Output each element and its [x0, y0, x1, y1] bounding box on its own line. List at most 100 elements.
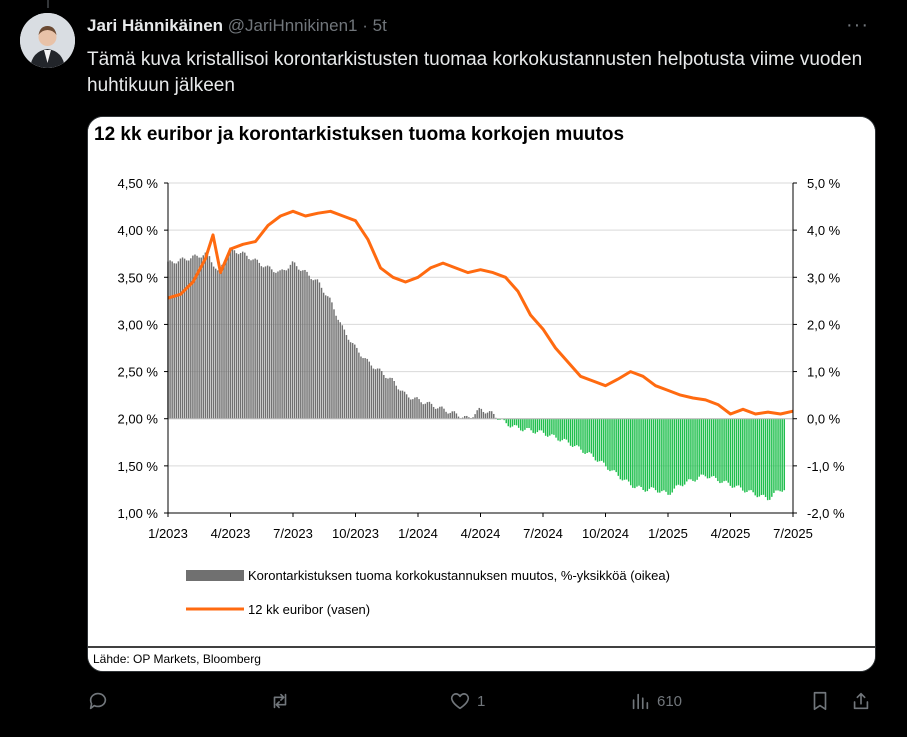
author-handle[interactable]: @JariHnnikinen1: [227, 16, 358, 35]
change-bar: [405, 394, 408, 419]
change-bar: [250, 260, 252, 419]
change-bar: [287, 268, 290, 419]
legend-swatch-change: [186, 570, 244, 581]
chart: 12 kk euribor ja korontarkistuksen tuoma…: [88, 117, 875, 671]
change-bar: [715, 418, 717, 478]
change-bar: [750, 418, 752, 491]
change-bar: [345, 335, 348, 419]
share-icon: [853, 692, 869, 710]
change-bar: [310, 279, 312, 419]
legend-label-euribor: 12 kk euribor (vasen): [248, 602, 370, 617]
change-bar: [397, 389, 400, 419]
change-bar: [316, 279, 319, 419]
legend: Korontarkistuksen tuoma korkokustannukse…: [186, 568, 670, 617]
x-tick-label: 4/2025: [711, 526, 751, 541]
change-bar: [578, 418, 580, 447]
change-bar: [343, 329, 346, 419]
views-button[interactable]: 610: [629, 690, 682, 712]
change-bar: [416, 397, 418, 419]
change-bar: [171, 261, 173, 419]
change-bar: [505, 418, 507, 424]
change-bar: [771, 418, 773, 497]
change-bar: [268, 266, 271, 419]
x-tick-label: 7/2025: [773, 526, 813, 541]
action-bar: 1 610: [87, 690, 887, 720]
like-button[interactable]: 1: [449, 690, 485, 712]
change-bar: [777, 418, 779, 491]
change-bar: [327, 296, 329, 419]
change-bar: [463, 415, 466, 419]
change-bar: [723, 418, 725, 482]
change-bar: [632, 418, 634, 488]
change-bar: [524, 418, 526, 430]
change-bar: [488, 411, 491, 419]
change-bar: [219, 266, 221, 419]
change-bar: [634, 418, 636, 489]
change-bar: [248, 259, 250, 419]
change-bar: [652, 418, 655, 488]
change-bar: [378, 368, 381, 419]
x-tick-label: 1/2023: [148, 526, 188, 541]
change-bar: [318, 282, 321, 419]
change-bar: [306, 271, 308, 419]
change-bar: [563, 418, 566, 439]
change-bar: [217, 270, 219, 419]
retweet-button[interactable]: [269, 690, 297, 712]
change-bar: [360, 356, 362, 419]
left-tick-label: 2,00 %: [118, 412, 159, 427]
change-bar: [351, 343, 354, 419]
bookmark-button[interactable]: [809, 690, 831, 712]
change-bar: [258, 262, 261, 419]
share-button[interactable]: [850, 690, 872, 712]
change-bar: [283, 269, 285, 419]
change-bar: [356, 347, 358, 419]
change-bar: [584, 418, 586, 454]
change-bar: [769, 418, 771, 500]
tweet-time[interactable]: 5t: [372, 16, 387, 35]
change-bar: [246, 255, 248, 419]
change-bar: [453, 411, 456, 419]
change-bar: [542, 418, 545, 433]
more-options-icon[interactable]: ···: [846, 14, 869, 36]
change-bar: [520, 418, 522, 431]
change-bar: [507, 418, 510, 427]
change-bar: [256, 259, 258, 419]
change-bar: [621, 418, 624, 481]
reply-button[interactable]: [87, 690, 115, 712]
change-bar: [414, 397, 416, 419]
change-bar: [733, 418, 736, 488]
change-bar: [449, 412, 451, 419]
change-bar: [420, 402, 422, 419]
change-bar: [472, 417, 474, 419]
change-bar: [331, 302, 333, 419]
change-bar: [534, 418, 537, 434]
change-bar: [590, 418, 593, 454]
chart-axes: [167, 183, 794, 514]
x-tick-label: 1/2024: [398, 526, 438, 541]
change-bar: [582, 418, 584, 453]
change-bar: [221, 264, 223, 419]
change-bar: [304, 269, 306, 419]
change-bar: [428, 401, 431, 419]
change-bar: [509, 418, 512, 428]
change-bar: [573, 418, 576, 447]
reply-icon: [89, 692, 107, 710]
x-tick-label: 4/2023: [211, 526, 251, 541]
change-bar: [549, 418, 551, 436]
author-name[interactable]: Jari Hännikäinen: [87, 16, 224, 35]
change-bar: [372, 368, 375, 419]
change-bar: [214, 268, 217, 419]
tweet-media-chart[interactable]: 12 kk euribor ja korontarkistuksen tuoma…: [87, 116, 876, 672]
change-bar: [314, 279, 317, 419]
change-bar: [615, 418, 617, 473]
change-bar: [654, 418, 657, 491]
change-bar: [204, 252, 207, 419]
change-bar: [244, 252, 246, 419]
change-bar: [627, 418, 630, 482]
avatar[interactable]: [20, 13, 75, 68]
change-bar: [410, 399, 412, 419]
meta-separator: ·: [362, 16, 368, 35]
change-bar: [737, 418, 740, 486]
change-bar: [308, 275, 310, 419]
change-bar: [603, 418, 605, 463]
